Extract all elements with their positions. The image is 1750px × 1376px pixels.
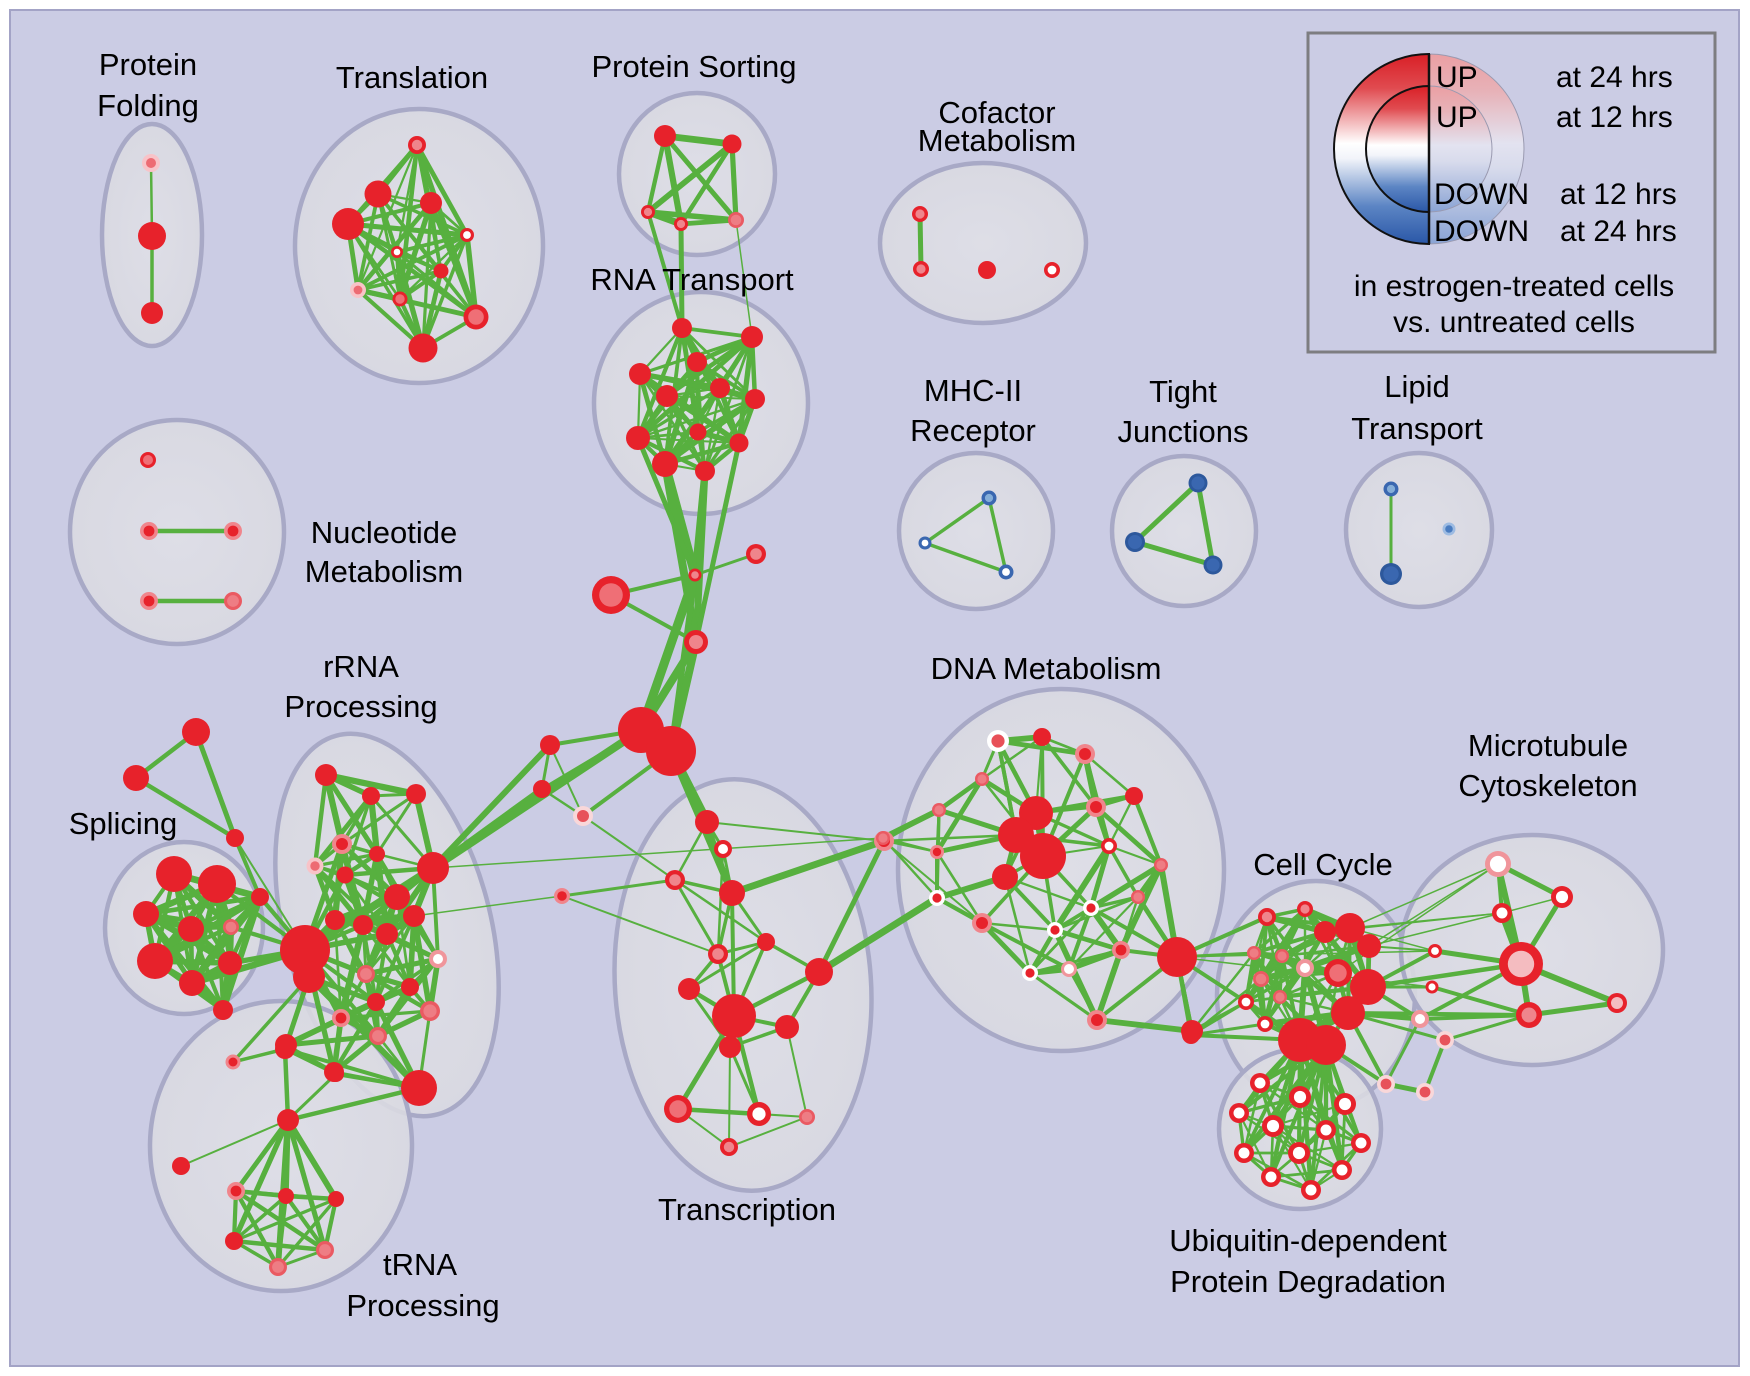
svg-text:DOWN: DOWN: [1434, 215, 1529, 248]
svg-text:MHC-II: MHC-II: [924, 373, 1022, 408]
svg-text:at 12 hrs: at 12 hrs: [1560, 178, 1677, 211]
svg-text:at 12 hrs: at 12 hrs: [1556, 101, 1673, 134]
svg-text:Transport: Transport: [1351, 411, 1483, 446]
svg-text:vs. untreated cells: vs. untreated cells: [1393, 306, 1635, 339]
svg-text:RNA Transport: RNA Transport: [590, 262, 794, 297]
svg-text:Lipid: Lipid: [1384, 369, 1450, 404]
svg-text:UP: UP: [1436, 61, 1478, 94]
svg-text:Protein: Protein: [99, 47, 197, 82]
svg-text:Protein Sorting: Protein Sorting: [591, 49, 796, 84]
svg-text:Processing: Processing: [346, 1288, 499, 1323]
svg-text:Translation: Translation: [336, 60, 488, 95]
svg-text:rRNA: rRNA: [323, 649, 399, 684]
svg-text:Ubiquitin-dependent: Ubiquitin-dependent: [1169, 1223, 1447, 1258]
svg-text:tRNA: tRNA: [383, 1247, 457, 1282]
svg-text:Microtubule: Microtubule: [1468, 728, 1628, 763]
svg-text:Folding: Folding: [97, 88, 199, 123]
svg-text:Nucleotide: Nucleotide: [311, 515, 457, 550]
svg-text:Metabolism: Metabolism: [918, 123, 1077, 158]
svg-text:Protein Degradation: Protein Degradation: [1170, 1264, 1446, 1299]
svg-text:Transcription: Transcription: [658, 1192, 836, 1227]
svg-text:Tight: Tight: [1149, 374, 1217, 409]
svg-text:in estrogen-treated cells: in estrogen-treated cells: [1354, 270, 1674, 303]
svg-text:Cofactor: Cofactor: [938, 95, 1055, 130]
svg-text:Junctions: Junctions: [1118, 414, 1249, 449]
svg-text:Cell Cycle: Cell Cycle: [1253, 847, 1393, 882]
svg-text:DOWN: DOWN: [1434, 178, 1529, 211]
svg-text:at 24 hrs: at 24 hrs: [1560, 215, 1677, 248]
svg-text:UP: UP: [1436, 101, 1478, 134]
svg-text:DNA Metabolism: DNA Metabolism: [931, 651, 1162, 686]
svg-text:Processing: Processing: [284, 689, 437, 724]
svg-text:Cytoskeleton: Cytoskeleton: [1458, 768, 1637, 803]
svg-text:Receptor: Receptor: [910, 413, 1036, 448]
svg-text:Metabolism: Metabolism: [305, 554, 464, 589]
svg-text:Splicing: Splicing: [69, 806, 178, 841]
svg-text:at 24 hrs: at 24 hrs: [1556, 61, 1673, 94]
